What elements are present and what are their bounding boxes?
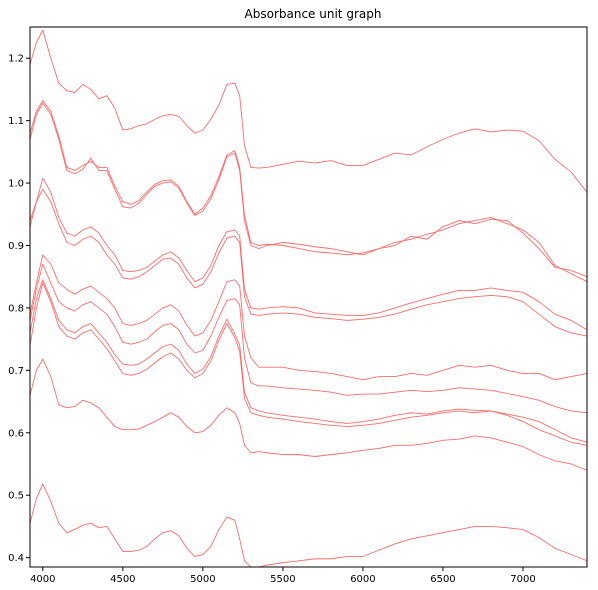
series-line-2 — [29, 102, 588, 283]
chart-title: Absorbance unit graph — [245, 7, 382, 21]
y-tick-label: 0.5 — [8, 491, 24, 502]
series-line-1 — [29, 29, 588, 193]
series-line-7 — [29, 263, 588, 414]
series-line-9 — [29, 282, 588, 446]
y-tick-label: 0.9 — [8, 241, 24, 252]
series-line-3 — [29, 100, 588, 278]
x-tick-label: 4000 — [30, 574, 55, 585]
x-tick-label: 7000 — [510, 574, 535, 585]
series-line-5 — [29, 188, 588, 337]
x-tick-label: 4500 — [110, 574, 135, 585]
y-tick-label: 0.6 — [8, 428, 24, 439]
plot-frame — [29, 26, 588, 568]
x-tick-label: 6500 — [430, 574, 455, 585]
x-tick-label: 5000 — [190, 574, 215, 585]
y-tick-label: 1.2 — [8, 54, 24, 65]
y-tick-label: 0.7 — [8, 366, 24, 377]
y-tick-label: 0.4 — [8, 553, 24, 564]
series-line-8 — [29, 279, 588, 443]
series-line-6 — [29, 254, 588, 381]
x-tick-label: 5500 — [270, 574, 295, 585]
series-line-11 — [29, 483, 588, 568]
series-line-10 — [29, 358, 588, 471]
y-tick-label: 0.8 — [8, 303, 24, 314]
series-line-4 — [29, 177, 588, 331]
series-layer — [29, 29, 588, 568]
y-tick-label: 1.0 — [8, 179, 24, 190]
y-tick-label: 1.1 — [8, 116, 24, 127]
axes-layer: 4000 4500 5000 5500 6000 6500 7000 0.4 0.5 0.6 0.7… — [8, 54, 536, 585]
x-tick-label: 6000 — [350, 574, 375, 585]
